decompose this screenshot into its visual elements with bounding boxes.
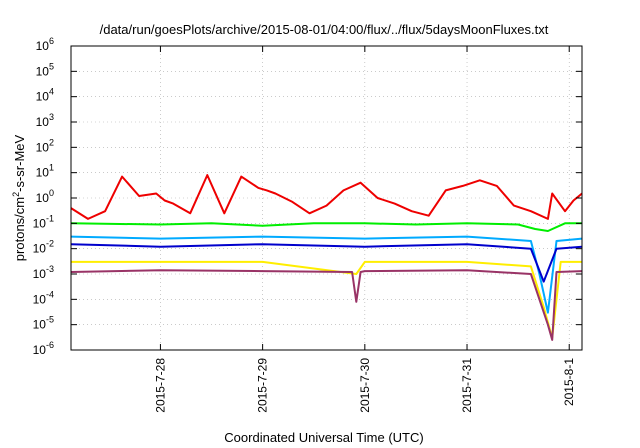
y-tick-exponent: -2 — [46, 239, 54, 249]
x-tick-label: 2015-7-31 — [460, 358, 474, 413]
y-tick-label: 100 — [36, 188, 54, 205]
y-tick-label: 10-4 — [33, 289, 54, 306]
y-tick-exponent: -6 — [46, 340, 54, 350]
y-tick-label: 105 — [36, 61, 54, 78]
y-tick-exponent: 6 — [49, 36, 54, 46]
y-tick-base: 10 — [36, 39, 50, 53]
series-group — [70, 174, 583, 341]
y-tick-exponent: 5 — [49, 61, 54, 71]
y-tick-base: 10 — [36, 191, 50, 205]
chart-title: /data/run/goesPlots/archive/2015-08-01/0… — [100, 22, 549, 37]
y-tick-label: 10-6 — [33, 340, 54, 357]
y-tick-base: 10 — [33, 267, 47, 281]
y-tick-base: 10 — [36, 64, 50, 78]
y-tick-exponent: -1 — [46, 213, 54, 223]
y-tick-base: 10 — [33, 318, 47, 332]
y-tick-label: 10-2 — [33, 239, 54, 256]
y-axis-label-superscript: 2 — [11, 192, 21, 197]
series-line-5 — [71, 260, 582, 339]
y-tick-base: 10 — [36, 140, 50, 154]
y-tick-base: 10 — [36, 166, 50, 180]
y-tick-base: 10 — [36, 115, 50, 129]
series-line-3 — [70, 235, 583, 314]
y-tick-exponent: -3 — [46, 264, 54, 274]
series-line-1 — [70, 174, 583, 220]
y-axis: 10-610-510-410-310-210-11001011021031041… — [33, 36, 582, 357]
x-tick-label: 2015-7-28 — [153, 358, 167, 413]
y-tick-label: 102 — [36, 137, 54, 154]
series-line-2 — [70, 222, 582, 232]
y-tick-label: 103 — [36, 112, 54, 129]
y-tick-base: 10 — [33, 216, 47, 230]
y-tick-exponent: 3 — [49, 112, 54, 122]
x-tick-label: 2015-7-30 — [358, 358, 372, 413]
y-tick-label: 10-5 — [33, 315, 54, 332]
y-tick-label: 106 — [36, 36, 54, 53]
y-tick-exponent: -5 — [46, 315, 54, 325]
x-tick-label: 2015-7-29 — [256, 358, 270, 413]
y-tick-label: 101 — [36, 163, 54, 180]
y-axis-label-suffix: -s-sr-MeV — [12, 134, 27, 191]
series-line-4 — [70, 243, 583, 283]
y-tick-base: 10 — [33, 343, 47, 357]
y-tick-exponent: 2 — [49, 137, 54, 147]
y-axis-label: protons/cm2-s-sr-MeV — [11, 134, 27, 261]
y-tick-label: 104 — [36, 87, 54, 104]
y-tick-exponent: 1 — [49, 163, 54, 173]
y-tick-exponent: -4 — [46, 289, 54, 299]
grid — [71, 46, 582, 350]
y-tick-exponent: 4 — [49, 87, 54, 97]
y-axis-label-prefix: protons/cm — [12, 197, 27, 261]
x-tick-label: 2015-8-1 — [562, 358, 576, 406]
y-tick-label: 10-1 — [33, 213, 54, 230]
y-tick-base: 10 — [36, 90, 50, 104]
x-axis-label: Coordinated Universal Time (UTC) — [224, 430, 423, 445]
y-tick-base: 10 — [33, 242, 47, 256]
series-line-6 — [70, 269, 583, 341]
y-tick-label: 10-3 — [33, 264, 54, 281]
y-tick-exponent: 0 — [49, 188, 54, 198]
x-axis: 2015-7-28 2015-7-29 2015-7-30 2015-7-31 2015… — [153, 46, 576, 413]
y-tick-base: 10 — [33, 292, 47, 306]
